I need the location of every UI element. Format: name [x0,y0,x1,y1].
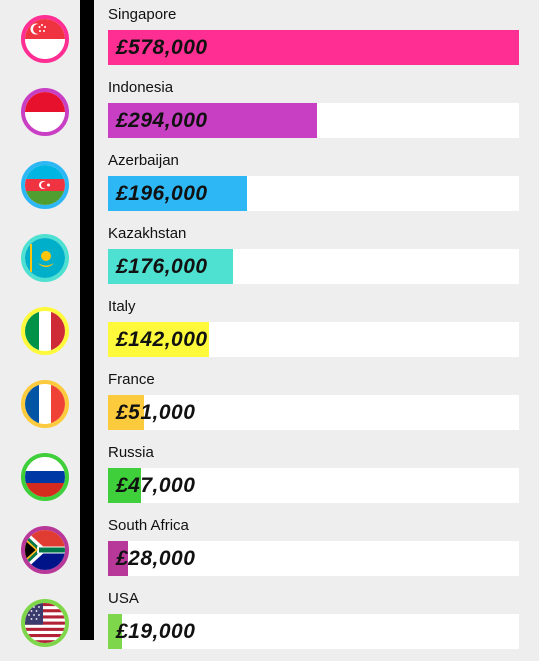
data-label: £176,000 [116,255,208,278]
bar-track: £176,000 [108,249,519,284]
data-label: £196,000 [116,182,208,205]
bar-row: Indonesia £294,000 [0,77,539,150]
category-label: Singapore [108,6,177,23]
azerbaijan-flag-icon [21,161,69,209]
category-label: Azerbaijan [108,152,179,169]
bar-row: USA £19,000 [0,588,539,661]
kazakhstan-flag-icon [21,234,69,282]
bar-track: £578,000 [108,30,519,65]
category-label: France [108,371,155,388]
bar [108,176,248,211]
data-label: £142,000 [116,328,208,351]
bar-track: £28,000 [108,541,519,576]
indonesia-flag-icon [21,88,69,136]
bar-row: Kazakhstan £176,000 [0,223,539,296]
bar-row: Italy £142,000 [0,296,539,369]
axis-line [80,0,94,640]
usa-flag-icon [21,599,69,647]
bar-row: Singapore £578,000 [0,4,539,77]
bar-track: £196,000 [108,176,519,211]
category-label: Italy [108,298,136,315]
bar-row: Azerbaijan £196,000 [0,150,539,223]
france-flag-icon [21,380,69,428]
data-label: £294,000 [116,109,208,132]
italy-flag-icon [21,307,69,355]
data-label: £28,000 [116,547,196,570]
bar [108,395,145,430]
data-label: £47,000 [116,474,196,497]
category-label: USA [108,590,139,607]
bar [108,103,318,138]
bar-track: £47,000 [108,468,519,503]
bar [108,322,209,357]
category-label: Russia [108,444,154,461]
bar-track: £51,000 [108,395,519,430]
bar-track: £19,000 [108,614,519,649]
bar-track: £294,000 [108,103,519,138]
category-label: Kazakhstan [108,225,187,242]
bar-row: South Africa £28,000 [0,515,539,588]
bar [108,249,234,284]
bar [108,541,128,576]
singapore-flag-icon [21,15,69,63]
bar-track: £142,000 [108,322,519,357]
data-label: £19,000 [116,620,196,643]
data-label: £578,000 [116,36,208,59]
data-label: £51,000 [116,401,196,424]
bar-row: Russia £47,000 [0,442,539,515]
bar [108,30,519,65]
south-africa-flag-icon [21,526,69,574]
bar-row: France £51,000 [0,369,539,442]
category-label: Indonesia [108,79,174,96]
russia-flag-icon [21,453,69,501]
bar [108,468,142,503]
category-label: South Africa [108,517,189,534]
